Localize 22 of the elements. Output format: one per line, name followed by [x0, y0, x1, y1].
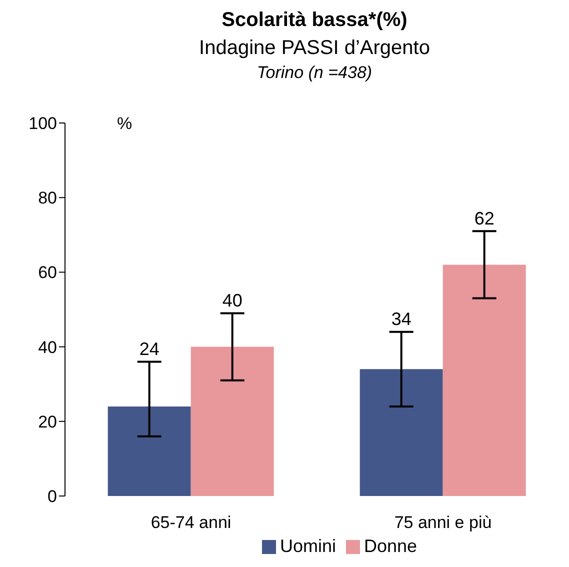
- x-tick-label: 75 anni e più: [394, 513, 492, 532]
- bar: [442, 264, 526, 496]
- data-label: 24: [139, 339, 160, 360]
- bar: [190, 346, 274, 496]
- y-tick-label: 40: [38, 338, 57, 357]
- y-tick-label: 100: [28, 114, 57, 134]
- x-tick-label: 65-74 anni: [150, 513, 232, 532]
- data-label: 40: [222, 290, 242, 310]
- y-tick-label: 80: [38, 188, 57, 208]
- bar: [360, 369, 443, 496]
- chart-title: Scolarità bassa*(%): [220, 8, 408, 33]
- legend-label: Uomini: [280, 536, 336, 556]
- y-axis-title: %: [117, 114, 132, 134]
- text: Torino (n =438): [256, 62, 374, 84]
- bar: [108, 406, 191, 496]
- data-label: 34: [391, 309, 412, 330]
- data-label: 62: [474, 208, 494, 228]
- y-tick-label: 20: [38, 412, 57, 432]
- y-tick-label: 60: [38, 263, 57, 282]
- y-tick-label: 0: [48, 487, 57, 506]
- legend-label: Donne: [364, 536, 418, 556]
- chart-subtitle: Indagine PASSI d’Argento: [198, 36, 431, 61]
